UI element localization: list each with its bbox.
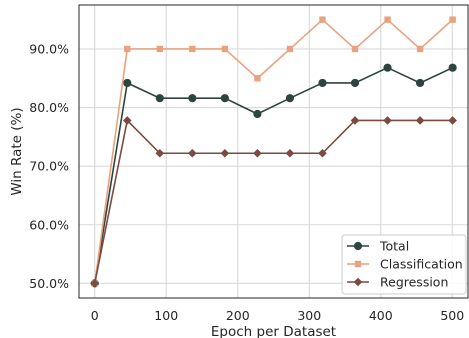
y-tick-label: 50.0% (29, 276, 69, 291)
y-tick-label: 70.0% (29, 159, 69, 174)
data-point-classification (449, 16, 456, 23)
data-point-total (383, 63, 392, 72)
data-point-regression (122, 116, 132, 125)
y-axis-label: Win Rate (%) (9, 107, 25, 195)
data-point-total (448, 63, 457, 72)
x-tick-label: 0 (91, 308, 99, 323)
data-point-regression (155, 148, 165, 158)
x-tick-label: 200 (226, 308, 250, 323)
data-point-total (155, 94, 164, 103)
data-point-total (318, 78, 327, 88)
legend-box (341, 234, 467, 295)
data-point-total (188, 94, 197, 103)
data-point-regression (188, 148, 197, 158)
data-point-classification (286, 45, 294, 53)
plot-frame (78, 4, 469, 299)
series-line-total (93, 66, 453, 284)
series-classification (91, 16, 456, 287)
series-line-regression (93, 118, 453, 284)
tick-layer: 0 100 200 300 400 500 50.0% 60.0% 70.0% 80.0% 90.0… (29, 41, 464, 323)
data-point-classification (189, 45, 196, 53)
data-point-total (220, 94, 229, 103)
data-point-regression (285, 148, 295, 158)
y-tick-label: 80.0% (29, 100, 69, 115)
data-point-classification (156, 45, 164, 53)
y-tick-label: 60.0% (29, 217, 69, 232)
x-tick-label: 400 (369, 308, 393, 323)
x-tick-label: 500 (440, 308, 464, 323)
legend-label: Regression (380, 275, 448, 290)
legend-label: Classification (380, 257, 463, 272)
legend-swatch-marker (354, 260, 362, 268)
data-point-regression (253, 148, 262, 158)
data-point-regression (318, 148, 327, 158)
legend: Total Classification Regression (341, 234, 467, 295)
data-point-regression (383, 116, 392, 125)
data-point-regression (448, 116, 457, 125)
data-point-classification (351, 45, 359, 53)
y-tick-label: 90.0% (29, 41, 69, 56)
data-point-total (253, 109, 262, 119)
data-point-regression (350, 116, 360, 125)
data-point-regression (415, 116, 425, 125)
data-point-total (350, 78, 360, 88)
x-tick-label: 100 (154, 308, 178, 323)
legend-item-classification: Classification (347, 257, 463, 272)
legend-item-regression: Regression (347, 275, 448, 290)
x-axis-label: Epoch per Dataset (211, 324, 336, 338)
data-point-classification (319, 16, 326, 23)
legend-swatch-marker (353, 277, 363, 287)
data-point-regression (90, 279, 100, 288)
data-point-classification (384, 16, 391, 23)
data-point-total (285, 94, 295, 103)
data-point-classification (416, 45, 424, 53)
series-line-classification (93, 18, 454, 284)
legend-swatch-marker (353, 241, 363, 251)
data-point-classification (124, 45, 131, 53)
data-point-regression (220, 148, 230, 158)
data-point-classification (254, 75, 261, 82)
legend-item-total: Total (347, 239, 409, 254)
x-tick-label: 300 (297, 308, 321, 323)
series-regression (90, 116, 457, 288)
legend-label: Total (379, 239, 409, 254)
data-point-total (123, 78, 132, 88)
data-point-classification (221, 45, 229, 53)
series-layer (90, 16, 457, 288)
data-point-total (415, 78, 425, 88)
